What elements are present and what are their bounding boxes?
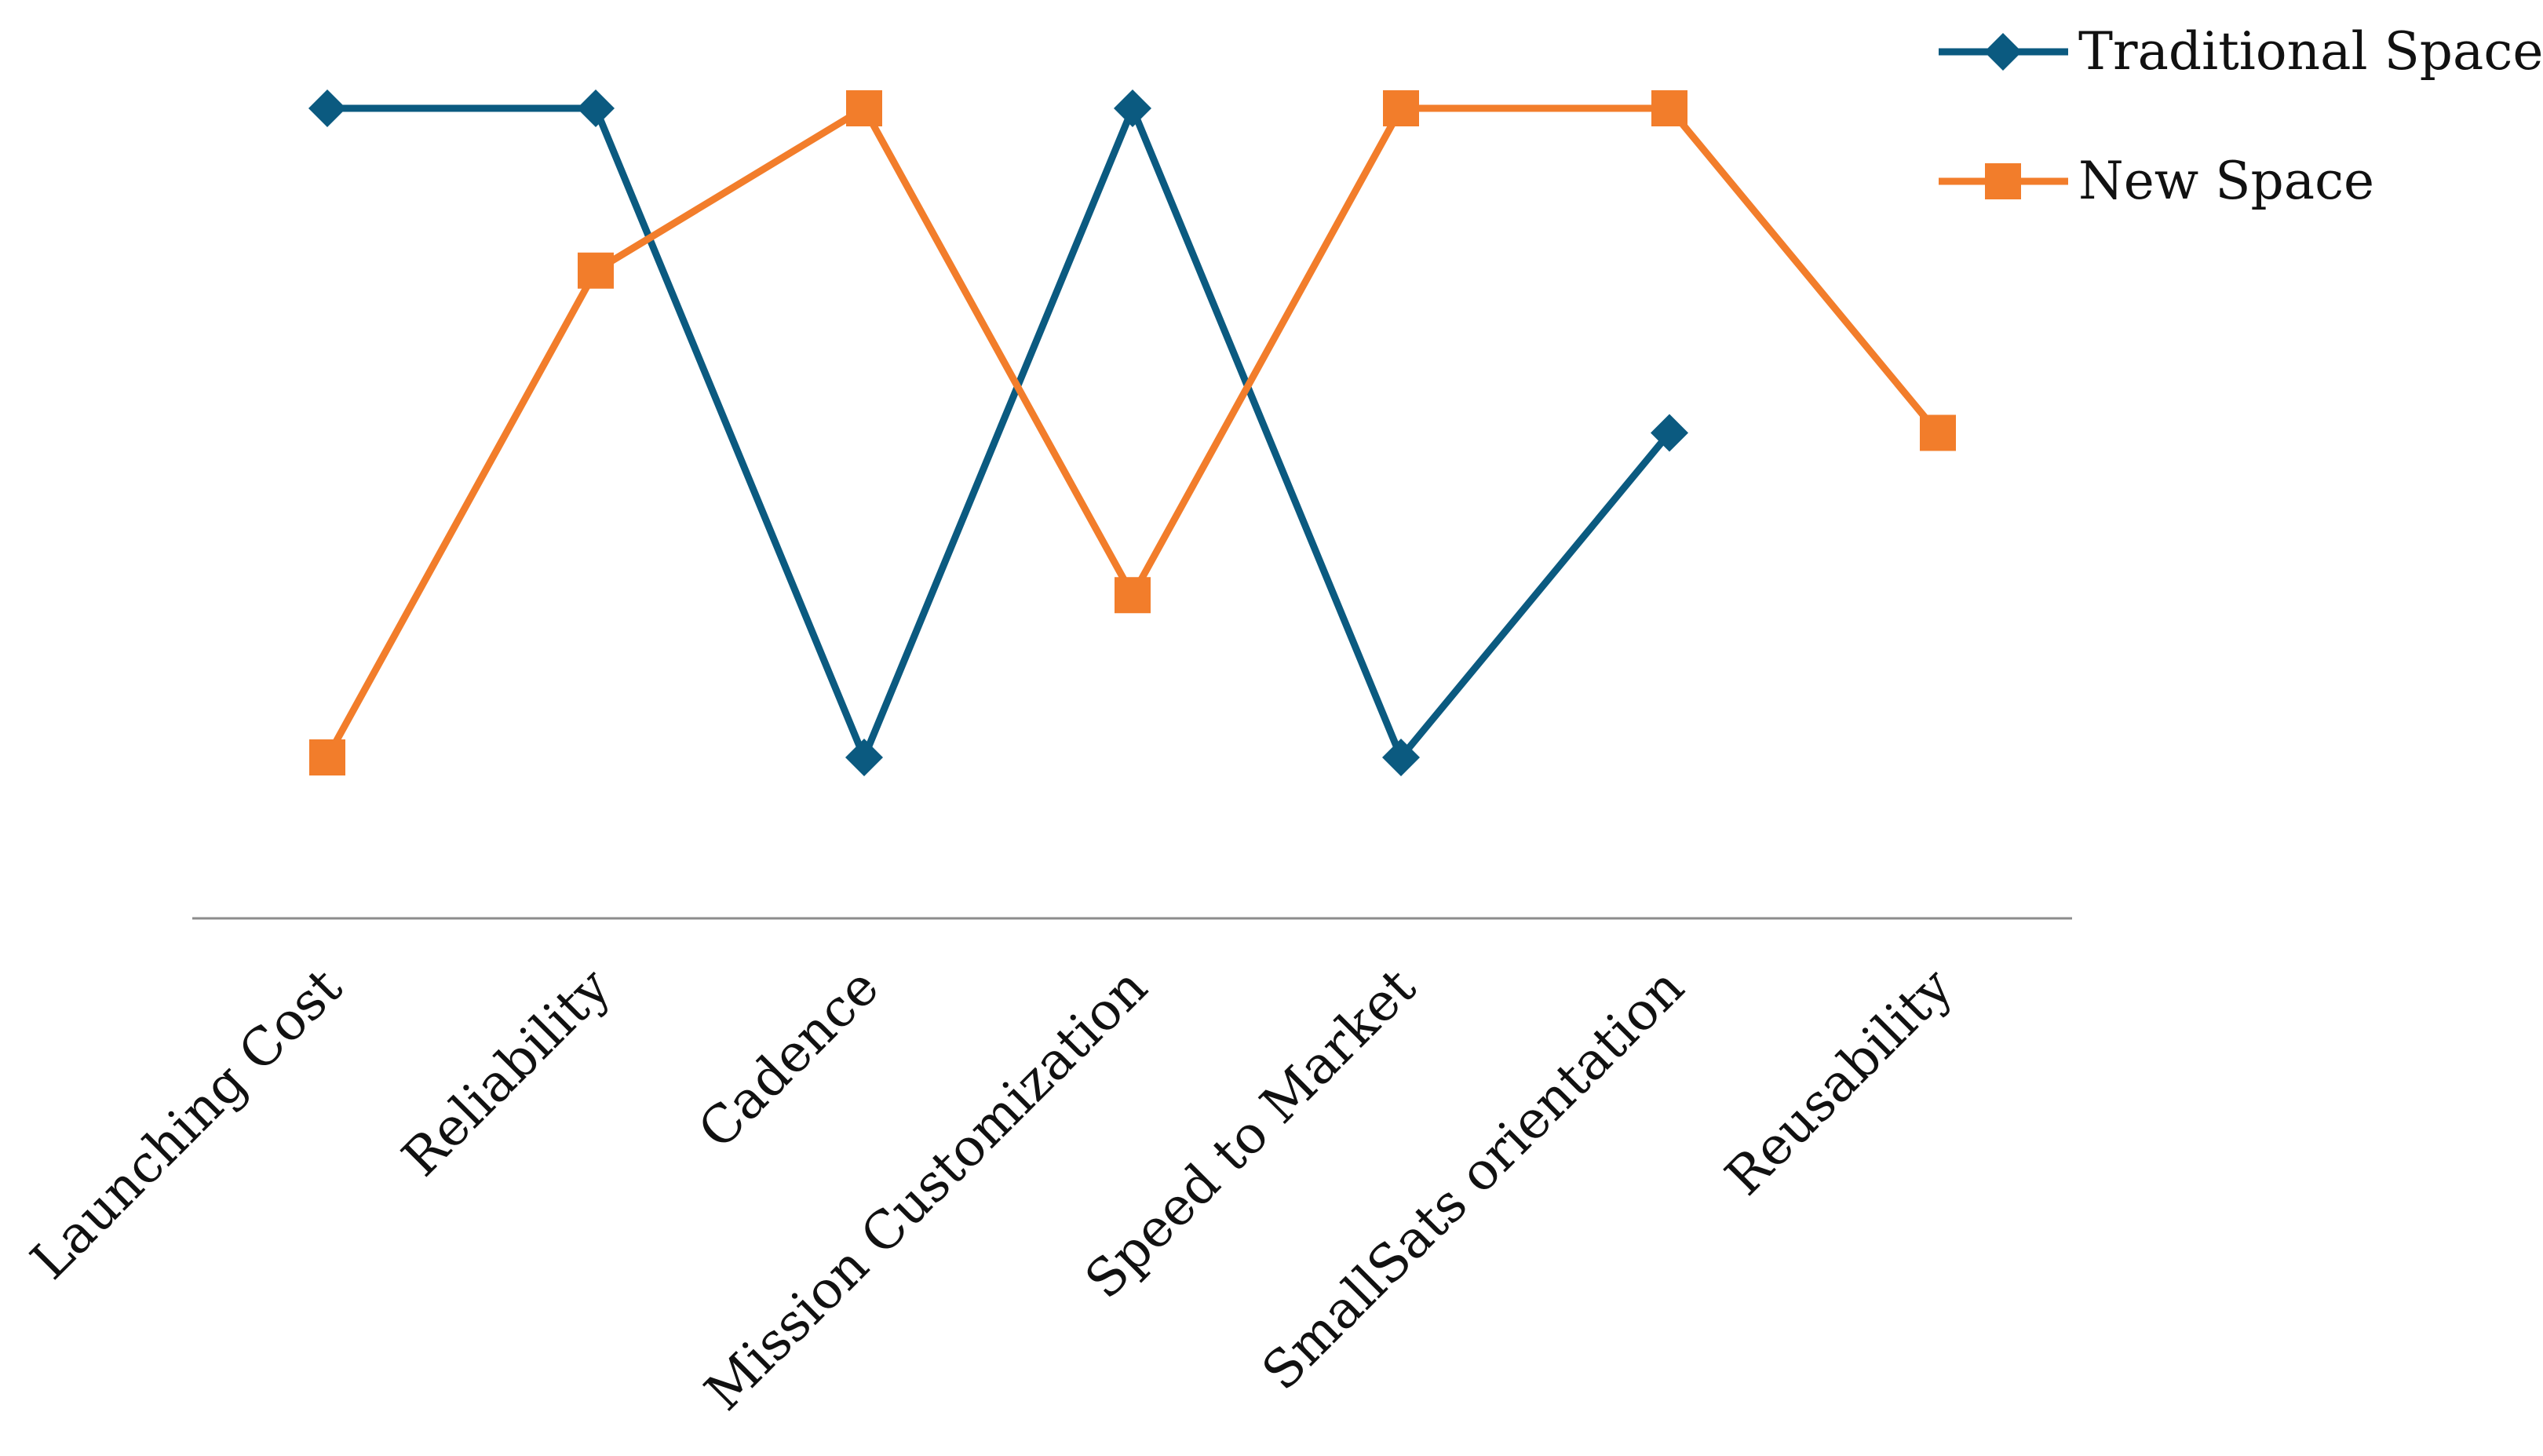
data-point-traditional-space-2 (845, 739, 883, 776)
data-point-new-space-0 (309, 739, 345, 775)
legend-label-new-space: New Space (2078, 151, 2374, 211)
x-tick-label-2: Cadence (687, 957, 890, 1160)
x-tick-label-1: Reliability (391, 956, 622, 1188)
series-layer (308, 89, 1956, 776)
x-tick-label-6: Reusability (1713, 956, 1964, 1206)
legend-label-traditional-space: Traditional Space (2078, 21, 2543, 82)
legend-marker-traditional-space (1984, 33, 2022, 71)
data-point-new-space-1 (578, 252, 614, 289)
data-point-new-space-2 (846, 90, 882, 126)
legend-marker-new-space (1985, 163, 2021, 199)
series-line-traditional-space (323, 104, 1673, 761)
data-point-new-space-4 (1383, 90, 1419, 126)
data-point-new-space-6 (1920, 414, 1956, 451)
data-point-traditional-space-4 (1382, 739, 1420, 776)
data-point-traditional-space-3 (1114, 89, 1151, 127)
series-line-new-space (323, 104, 1942, 761)
x-tick-label-3: Mission Customization (693, 957, 1158, 1422)
data-point-new-space-5 (1651, 90, 1687, 126)
data-point-traditional-space-1 (577, 89, 615, 127)
data-point-new-space-3 (1115, 577, 1151, 614)
x-tick-label-0: Launching Cost (20, 957, 354, 1291)
x-tick-labels: Launching Cost Reliability CadenceMission … (20, 956, 1965, 1421)
data-point-traditional-space-5 (1651, 414, 1688, 452)
data-point-traditional-space-0 (308, 89, 346, 127)
legend: Traditional Space New Space (1939, 21, 2543, 211)
